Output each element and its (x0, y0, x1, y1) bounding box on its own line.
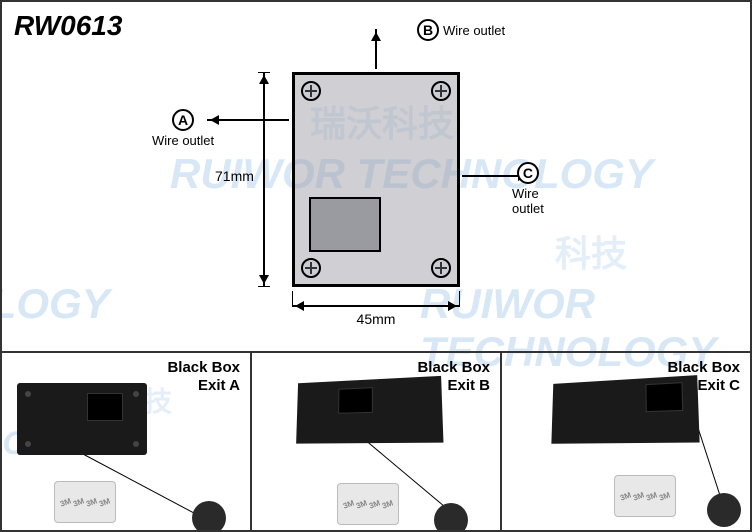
panel-a-title: Black Box Exit A (167, 359, 240, 395)
outlet-a-text: Wire outlet (152, 133, 214, 148)
adhesive-pad-b: 3M3M3M3M (337, 483, 399, 525)
adhesive-pad-a: 3M3M3M3M (54, 481, 116, 523)
dimension-height: 71mm (263, 72, 265, 287)
arrow-a (207, 119, 289, 121)
disc-b (434, 503, 468, 530)
outlet-c-circle: C (517, 162, 539, 184)
inner-cutout (309, 197, 381, 252)
adhesive-pad-c: 3M3M3M3M (614, 475, 676, 517)
product-code: RW0613 (14, 10, 122, 42)
outlet-b-text: Wire outlet (443, 23, 505, 38)
panel-b-line1: Black Box (417, 359, 490, 377)
screw-bl (301, 258, 321, 278)
panel-c-line2: Exit C (667, 377, 740, 395)
technical-diagram: B Wire outlet A Wire outlet C Wire outle… (247, 47, 517, 337)
outlet-label-c: C Wire outlet (512, 162, 544, 216)
outlet-label-b: B Wire outlet (417, 19, 505, 41)
bottom-panels: Black Box Exit A 3M3M3M3M Black Box Exit… (2, 353, 750, 530)
width-value: 45mm (292, 311, 460, 327)
outlet-a-circle: A (172, 109, 194, 131)
screw-tr (431, 81, 451, 101)
panel-b-line2: Exit B (417, 377, 490, 395)
screw-br (431, 258, 451, 278)
device-render-a (17, 383, 147, 455)
disc-a (192, 501, 226, 530)
outlet-label-a: A Wire outlet (152, 109, 214, 148)
panel-a-line2: Exit A (167, 377, 240, 395)
arrow-b (375, 29, 377, 69)
outlet-b-circle: B (417, 19, 439, 41)
disc-c (707, 493, 741, 527)
device-outline (292, 72, 460, 287)
main-container: RW0613 B Wire outlet A Wire outlet C (0, 0, 752, 532)
panel-exit-b: Black Box Exit B 3M3M3M3M (252, 353, 502, 530)
panel-c-title: Black Box Exit C (667, 359, 740, 395)
screw-tl (301, 81, 321, 101)
outlet-c-text: Wire outlet (512, 186, 544, 216)
panel-c-line1: Black Box (667, 359, 740, 377)
height-value: 71mm (215, 168, 254, 184)
dimension-width: 45mm (292, 305, 460, 327)
top-diagram-section: RW0613 B Wire outlet A Wire outlet C (2, 2, 750, 353)
panel-exit-a: Black Box Exit A 3M3M3M3M (2, 353, 252, 530)
panel-exit-c: Black Box Exit C 3M3M3M3M (502, 353, 750, 530)
panel-b-title: Black Box Exit B (417, 359, 490, 395)
panel-a-line1: Black Box (167, 359, 240, 377)
